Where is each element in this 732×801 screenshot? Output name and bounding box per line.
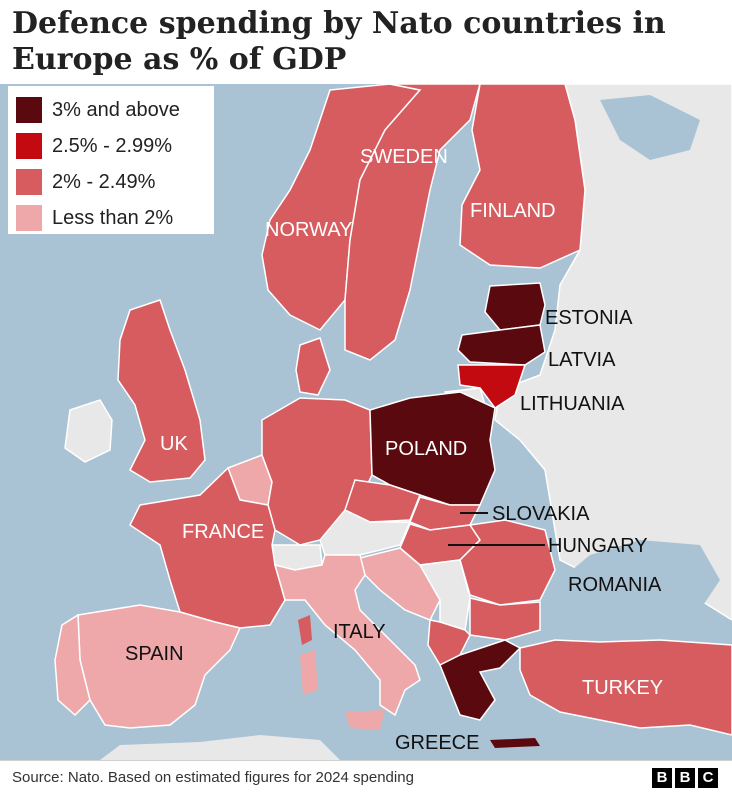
- bulgaria-shape: [469, 597, 541, 641]
- poland-shape: [369, 391, 496, 506]
- legend-label: 3% and above: [52, 98, 180, 121]
- europe-map: SWEDEN FINLAND NORWAY ESTONIA LATVIA LIT…: [0, 83, 732, 760]
- label-poland: POLAND: [385, 438, 467, 460]
- bbc-logo: B B C: [652, 768, 718, 788]
- legend-swatch: [16, 205, 42, 231]
- romania-shape: [459, 519, 556, 606]
- label-romania: ROMANIA: [568, 574, 662, 596]
- north-africa: [100, 735, 340, 760]
- finland-shape: [459, 83, 586, 269]
- legend-item: 3% and above: [16, 92, 214, 128]
- footer: Source: Nato. Based on estimated figures…: [0, 760, 732, 801]
- legend-item: 2.5% - 2.99%: [16, 128, 214, 164]
- spain-shape: [77, 604, 242, 729]
- crete-shape: [490, 738, 540, 748]
- legend-label: Less than 2%: [52, 206, 174, 229]
- logo-letter: B: [675, 768, 695, 788]
- legend: 3% and above 2.5% - 2.99% 2% - 2.49% Les…: [8, 86, 214, 234]
- portugal-shape: [54, 613, 91, 717]
- map-title: Defence spending by Nato countries in Eu…: [12, 6, 666, 77]
- label-spain: SPAIN: [125, 643, 184, 665]
- label-lithuania: LITHUANIA: [520, 393, 625, 415]
- logo-letter: C: [698, 768, 718, 788]
- estonia-shape: [484, 282, 546, 331]
- legend-swatch: [16, 169, 42, 195]
- legend-label: 2% - 2.49%: [52, 170, 156, 193]
- denmark-shape: [295, 337, 331, 396]
- label-latvia: LATVIA: [548, 349, 616, 371]
- albania-shape: [427, 619, 471, 666]
- legend-item: 2% - 2.49%: [16, 164, 214, 200]
- uk-shape: [117, 299, 206, 483]
- legend-label: 2.5% - 2.99%: [52, 134, 173, 157]
- source-note: Source: Nato. Based on estimated figures…: [12, 769, 414, 786]
- label-turkey: TURKEY: [582, 677, 663, 699]
- label-estonia: ESTONIA: [545, 307, 633, 329]
- label-france: FRANCE: [182, 521, 264, 543]
- label-hungary: HUNGARY: [548, 535, 648, 557]
- label-slovakia: SLOVAKIA: [492, 503, 590, 525]
- turkey-shape: [519, 639, 732, 736]
- legend-swatch: [16, 133, 42, 159]
- black-sea: [555, 540, 720, 640]
- label-greece: GREECE: [395, 732, 479, 754]
- greece-shape: [439, 639, 522, 721]
- ireland-shape: [64, 399, 113, 463]
- sicily-shape: [345, 710, 385, 730]
- legend-swatch: [16, 97, 42, 123]
- label-norway: NORWAY: [265, 219, 352, 241]
- map-svg: SWEDEN FINLAND NORWAY ESTONIA LATVIA LIT…: [0, 83, 732, 760]
- label-finland: FINLAND: [470, 200, 556, 222]
- corsica-shape: [298, 615, 312, 645]
- italy-shape: [273, 554, 421, 717]
- sardinia-shape: [300, 650, 318, 695]
- logo-letter: B: [652, 768, 672, 788]
- label-sweden: SWEDEN: [360, 146, 448, 168]
- label-uk: UK: [160, 433, 188, 455]
- white-sea: [600, 95, 700, 160]
- latvia-shape: [457, 324, 546, 366]
- label-italy: ITALY: [333, 621, 386, 643]
- sweden-shape: [344, 83, 481, 361]
- legend-item: Less than 2%: [16, 200, 214, 236]
